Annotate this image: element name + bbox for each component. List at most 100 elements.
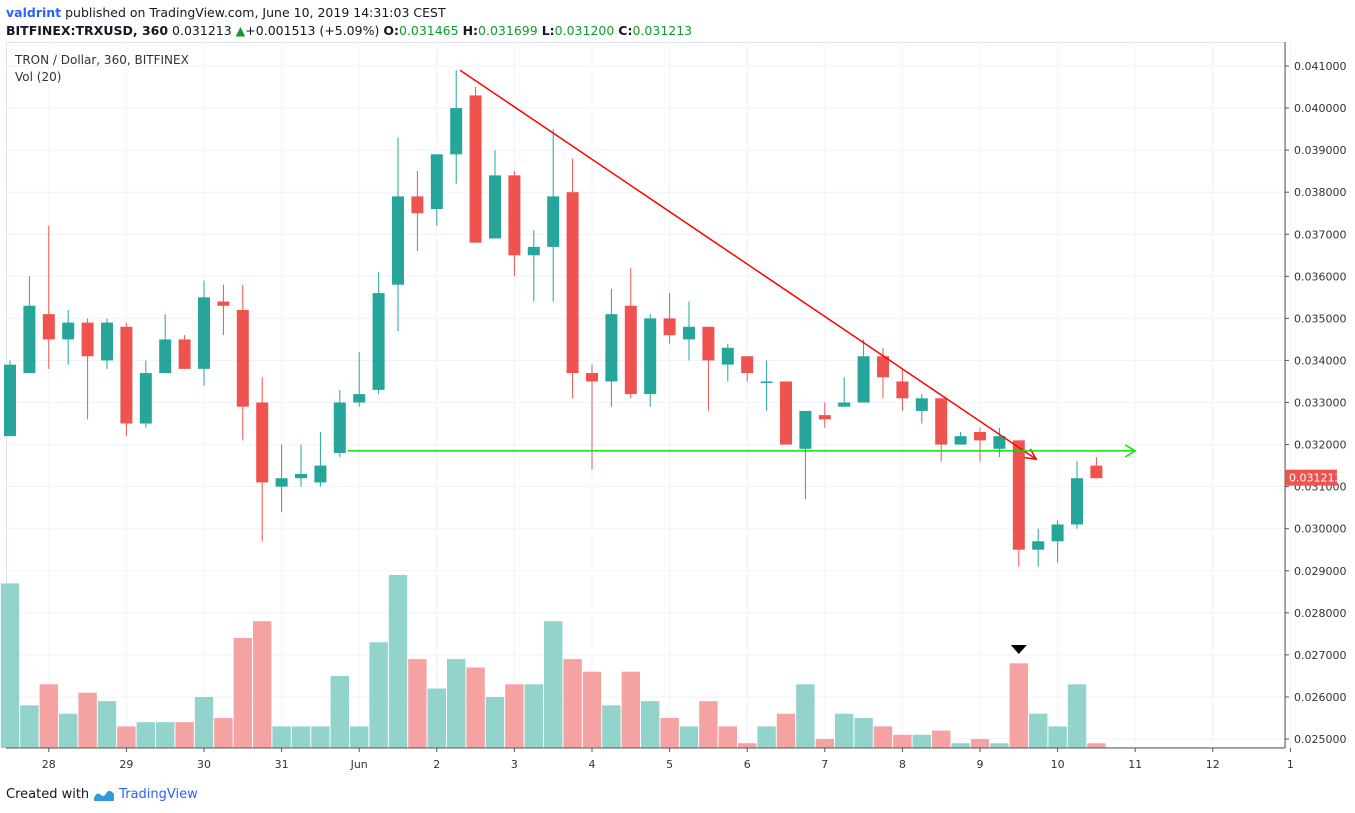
candle-body bbox=[935, 398, 948, 445]
volume-bar bbox=[291, 726, 311, 748]
published-text: published on TradingView.com, June 10, 2… bbox=[65, 5, 446, 20]
volume-bar bbox=[641, 701, 660, 748]
candle-body bbox=[139, 373, 152, 424]
volume-bar bbox=[796, 684, 815, 748]
time-axis: 28 29 30 31 Jun 2 3 4 5 6 7 8 9 10 11 12 1 bbox=[6, 747, 1294, 771]
open-label: O: bbox=[383, 23, 399, 38]
candle-body bbox=[954, 436, 967, 445]
candle-body bbox=[159, 339, 172, 374]
candle-body bbox=[974, 431, 986, 441]
candle bbox=[430, 154, 443, 226]
candle-body bbox=[1032, 541, 1045, 550]
volume-bar bbox=[311, 726, 330, 748]
high-value: 0.031699 bbox=[478, 23, 538, 38]
volume-bar bbox=[1029, 713, 1048, 748]
y-tick-label: 0.036000 bbox=[1294, 270, 1347, 283]
candle-body bbox=[1051, 524, 1064, 542]
candle-body bbox=[392, 196, 404, 285]
volume-bar bbox=[815, 739, 834, 748]
volume-bar bbox=[350, 726, 369, 748]
candle bbox=[663, 293, 676, 344]
volume-bar bbox=[1087, 743, 1106, 748]
candle-body bbox=[4, 364, 16, 437]
last-price-tag-label: 0.031213 bbox=[1289, 472, 1342, 485]
volume-bar bbox=[1048, 726, 1067, 748]
candle-body bbox=[508, 175, 521, 256]
volume-bar bbox=[388, 574, 408, 748]
candle bbox=[935, 398, 948, 462]
candle bbox=[508, 171, 521, 277]
x-tick-label: 7 bbox=[821, 758, 828, 771]
candle-body bbox=[547, 196, 560, 247]
candle bbox=[372, 272, 385, 395]
volume-bar bbox=[136, 722, 155, 748]
candle bbox=[896, 368, 909, 411]
volume-bar bbox=[39, 684, 58, 748]
x-tick-label: 29 bbox=[119, 758, 133, 771]
candle-body bbox=[411, 196, 424, 214]
volume-bar bbox=[660, 717, 679, 748]
volume-bar bbox=[602, 705, 621, 748]
candle-body bbox=[586, 373, 598, 382]
candle bbox=[818, 402, 831, 428]
candle bbox=[993, 427, 1006, 458]
volume-bar bbox=[194, 696, 214, 748]
candle bbox=[838, 377, 851, 407]
candle bbox=[741, 356, 754, 382]
candle bbox=[974, 427, 986, 462]
candle bbox=[683, 301, 695, 361]
candle bbox=[295, 444, 307, 487]
candle bbox=[120, 322, 133, 437]
volume-bar bbox=[485, 696, 505, 748]
open-value: 0.031465 bbox=[398, 23, 459, 38]
author-link[interactable]: valdrint bbox=[6, 5, 62, 20]
candle-body bbox=[42, 314, 55, 340]
y-tick-label: 0.038000 bbox=[1294, 186, 1347, 199]
candle-body bbox=[857, 356, 870, 403]
candle-body bbox=[372, 293, 385, 390]
candle-body bbox=[469, 95, 482, 243]
volume-bar bbox=[873, 726, 893, 748]
candle bbox=[256, 377, 269, 542]
volume-bar bbox=[757, 726, 776, 748]
volume-bar bbox=[175, 722, 194, 748]
triangle-marker-icon bbox=[1010, 645, 1027, 654]
candle bbox=[42, 225, 55, 369]
volume-bar bbox=[59, 713, 78, 748]
x-tick-label: 6 bbox=[744, 758, 751, 771]
volume-bar bbox=[20, 705, 39, 748]
tradingview-link[interactable]: TradingView bbox=[119, 787, 198, 802]
volume-bar bbox=[835, 713, 854, 748]
candle bbox=[314, 431, 327, 487]
volume-bar bbox=[97, 701, 117, 748]
candle-body bbox=[81, 322, 94, 357]
y-tick-label: 0.035000 bbox=[1294, 312, 1347, 325]
candle-body bbox=[993, 436, 1006, 449]
candle-body bbox=[915, 398, 928, 411]
y-tick-label: 0.030000 bbox=[1294, 523, 1347, 536]
legend-title: TRON / Dollar, 360, BITFINEX bbox=[15, 53, 189, 67]
candle-body bbox=[353, 394, 366, 403]
volume-bar bbox=[505, 684, 524, 748]
candles bbox=[4, 70, 1103, 567]
candle-body bbox=[198, 297, 210, 369]
x-tick-label: 10 bbox=[1051, 758, 1065, 771]
y-tick-label: 0.025000 bbox=[1294, 733, 1347, 746]
volume-bar bbox=[330, 675, 349, 748]
volume-bar bbox=[0, 583, 20, 748]
candle bbox=[198, 280, 210, 386]
y-tick-label: 0.039000 bbox=[1294, 144, 1347, 157]
x-tick-label: 11 bbox=[1128, 758, 1142, 771]
x-tick-label: 1 bbox=[1287, 758, 1294, 771]
candle bbox=[392, 137, 404, 331]
candle-body bbox=[683, 326, 695, 340]
candle-body bbox=[838, 402, 851, 407]
candle-body bbox=[314, 465, 327, 483]
volume-bar bbox=[408, 659, 427, 748]
support-arrowhead bbox=[1124, 444, 1137, 458]
volume-bar bbox=[78, 692, 97, 748]
volume-bar bbox=[951, 743, 970, 748]
tradingview-logo-icon bbox=[94, 790, 115, 801]
candle bbox=[450, 70, 463, 184]
